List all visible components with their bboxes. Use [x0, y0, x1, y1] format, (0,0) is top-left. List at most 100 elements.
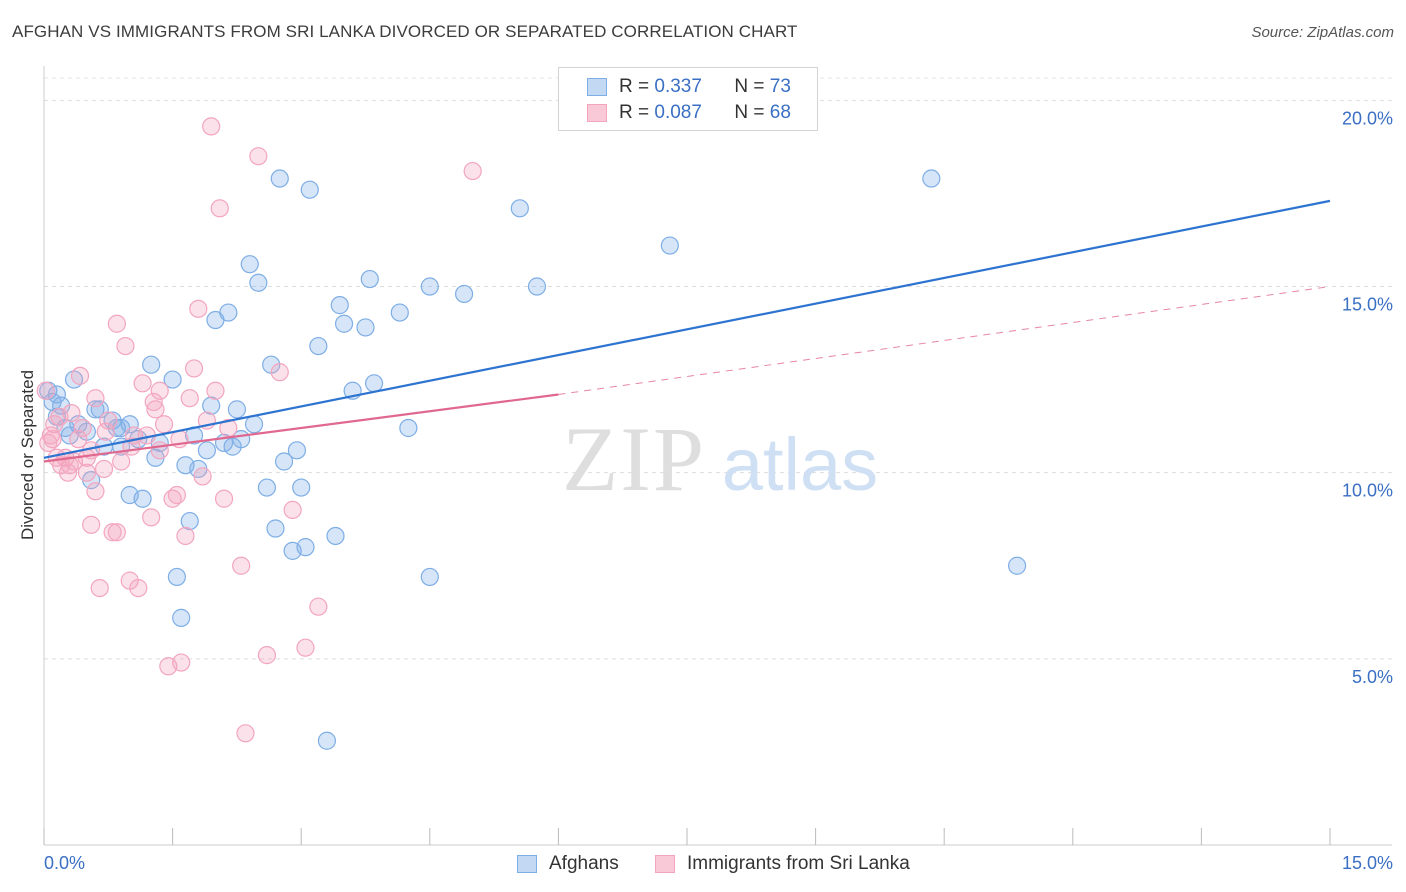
data-point-sri-lanka [107, 523, 126, 542]
legend-n-label: N = [734, 102, 765, 123]
data-point-sri-lanka [70, 366, 90, 385]
data-point-sri-lanka [296, 638, 315, 657]
data-point-sri-lanka [116, 336, 135, 356]
data-point-sri-lanka [96, 422, 115, 441]
data-point-sri-lanka [43, 430, 62, 449]
data-point-afghans [142, 355, 161, 374]
data-point-afghans [1007, 556, 1027, 575]
legend-row-afghans: R = 0.337 N = 73 [587, 75, 791, 99]
bottom-legend-label-sri-lanka: Immigrants from Sri Lanka [687, 853, 910, 874]
data-point-afghans [660, 236, 679, 255]
data-point-sri-lanka [249, 147, 268, 166]
data-point-afghans [274, 452, 294, 471]
data-point-sri-lanka [257, 646, 277, 665]
data-point-sri-lanka [167, 485, 186, 505]
data-point-afghans [360, 269, 379, 289]
legend-r-value: 0.087 [654, 102, 702, 123]
watermark-zip: ZIP [562, 408, 706, 510]
data-point-afghans [527, 277, 547, 296]
data-point-sri-lanka [210, 199, 229, 218]
data-point-sri-lanka [184, 359, 204, 378]
data-point-sri-lanka [270, 363, 289, 382]
data-point-afghans [249, 273, 268, 292]
data-point-afghans [399, 418, 418, 438]
data-point-afghans [390, 303, 409, 322]
chart-source: Source: ZipAtlas.com [1251, 24, 1394, 41]
data-point-sri-lanka [69, 430, 88, 449]
data-point-afghans [296, 538, 315, 557]
data-point-afghans [364, 374, 384, 393]
data-point-afghans [270, 169, 289, 188]
legend-row-sri-lanka: R = 0.087 N = 68 [587, 101, 791, 125]
data-point-sri-lanka [129, 578, 148, 598]
data-point-sri-lanka [150, 381, 169, 400]
trend-line-afghans [43, 199, 1331, 459]
data-point-sri-lanka [94, 459, 114, 479]
data-point-sri-lanka [176, 526, 195, 546]
trend-line-sri-lanka-extrapolated [558, 286, 1331, 395]
watermark: ZIP atlas [562, 408, 878, 510]
bottom-legend-swatch-afghans [517, 855, 537, 873]
data-point-afghans [292, 478, 311, 497]
data-point-afghans [454, 284, 474, 304]
data-point-sri-lanka [58, 463, 78, 482]
data-point-afghans [326, 526, 345, 546]
y-tick-label: 5.0% [1352, 667, 1393, 687]
legend-r-value: 0.337 [654, 76, 702, 97]
data-point-sri-lanka [150, 441, 169, 460]
data-point-afghans [244, 415, 264, 434]
data-point-sri-lanka [77, 463, 96, 482]
data-point-afghans [202, 396, 221, 415]
legend-n-value: 68 [769, 102, 791, 123]
data-point-afghans [287, 441, 307, 460]
bottom-legend-swatch-sri-lanka [655, 855, 675, 873]
trend-line-sri-lanka [43, 393, 559, 463]
data-point-afghans [133, 489, 152, 508]
bottom-legend-label-afghans: Afghans [549, 853, 619, 874]
data-point-afghans [922, 169, 941, 188]
data-point-afghans [47, 385, 66, 404]
legend-r-label: R = [619, 76, 650, 97]
data-point-sri-lanka [463, 161, 482, 181]
data-point-afghans [180, 511, 199, 531]
y-tick-label: 10.0% [1342, 481, 1393, 501]
data-point-afghans [197, 441, 216, 460]
legend-n-value: 73 [769, 76, 791, 97]
data-point-afghans [309, 336, 328, 356]
data-point-sri-lanka [36, 381, 55, 400]
data-point-afghans [257, 478, 277, 497]
data-point-afghans [300, 180, 319, 199]
data-point-sri-lanka [99, 411, 118, 430]
data-point-afghans [266, 519, 285, 538]
legend-swatch-sri-lanka [587, 104, 607, 122]
tick-labels: 5.0% 10.0% 15.0% 20.0% 0.0% 15.0% [44, 108, 1393, 873]
trend-lines [43, 199, 1331, 463]
data-point-afghans [240, 255, 259, 274]
data-point-sri-lanka [50, 407, 69, 426]
data-point-sri-lanka [90, 578, 109, 598]
data-point-sri-lanka [73, 418, 92, 438]
bottom-legend-sri-lanka: Immigrants from Sri Lanka [655, 852, 910, 876]
data-point-afghans [334, 314, 354, 333]
y-axis-label: Divorced or Separated [18, 369, 37, 541]
data-point-sri-lanka [154, 415, 174, 434]
data-point-sri-lanka [142, 508, 161, 527]
y-tick-label: 15.0% [1342, 295, 1393, 315]
legend-n-label: N = [734, 76, 765, 97]
chart-title: AFGHAN VS IMMIGRANTS FROM SRI LANKA DIVO… [12, 22, 798, 41]
data-point-sri-lanka [146, 400, 165, 419]
legend-r-label: R = [619, 102, 650, 123]
data-point-sri-lanka [180, 389, 199, 408]
data-point-afghans [219, 303, 238, 322]
data-point-sri-lanka [193, 467, 212, 486]
stats-legend: R = 0.337 N = 73 R = 0.087 N = 68 [558, 67, 818, 131]
data-point-sri-lanka [236, 724, 255, 743]
data-point-sri-lanka [214, 489, 234, 508]
data-point-sri-lanka [112, 452, 131, 471]
data-point-sri-lanka [86, 482, 105, 501]
bottom-legend-afghans: Afghans [517, 852, 619, 876]
data-point-sri-lanka [172, 653, 191, 672]
data-point-sri-lanka [86, 389, 105, 408]
data-point-sri-lanka [62, 403, 81, 423]
